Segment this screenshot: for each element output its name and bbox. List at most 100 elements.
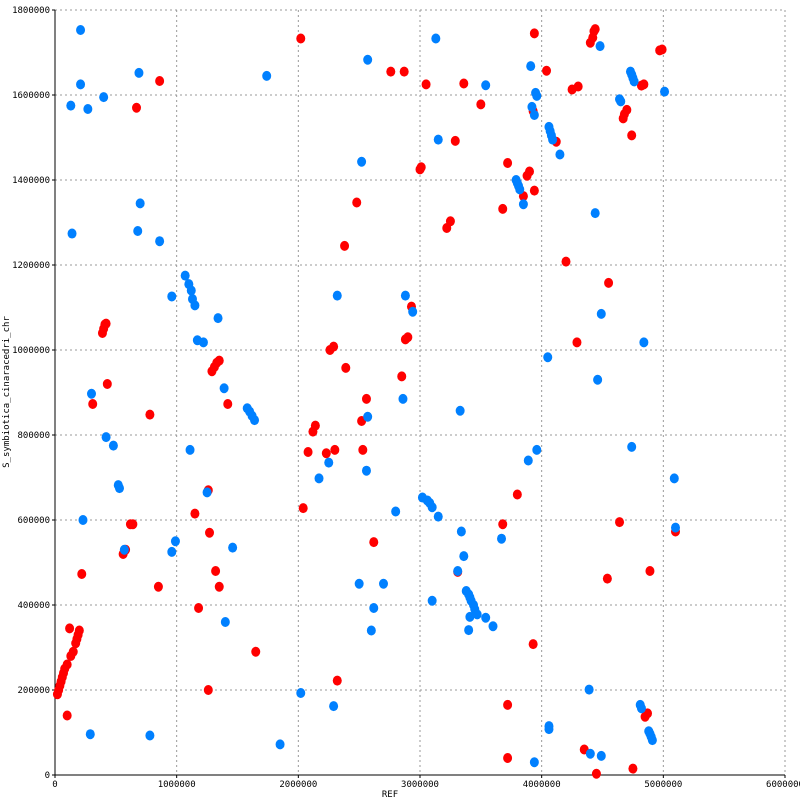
data-point xyxy=(602,573,612,584)
data-point xyxy=(220,617,230,627)
data-point xyxy=(465,611,475,622)
data-point xyxy=(369,602,379,613)
data-point xyxy=(532,90,542,101)
data-point xyxy=(329,341,339,352)
data-point xyxy=(481,612,491,623)
data-point xyxy=(275,739,285,750)
data-point xyxy=(170,536,180,547)
data-point xyxy=(363,54,373,65)
x-axis-title: REF xyxy=(382,790,398,800)
data-point xyxy=(647,735,657,746)
data-point xyxy=(561,256,571,267)
data-point xyxy=(615,517,625,528)
data-point xyxy=(251,646,261,657)
data-point xyxy=(596,750,606,761)
data-point xyxy=(476,99,486,110)
data-point xyxy=(332,290,342,301)
data-point xyxy=(398,393,408,404)
data-point xyxy=(119,544,129,555)
y-axis-title: S_symbiotica_cinaracedri_chr xyxy=(2,316,12,468)
data-point xyxy=(314,473,324,484)
data-point xyxy=(341,362,351,373)
data-point xyxy=(629,76,639,87)
data-point xyxy=(223,398,233,409)
data-point xyxy=(498,203,508,214)
data-point xyxy=(526,61,536,72)
data-point xyxy=(332,675,342,686)
data-point xyxy=(515,184,525,195)
data-point xyxy=(628,763,638,774)
data-point xyxy=(133,226,143,236)
data-point xyxy=(65,623,75,634)
data-point xyxy=(399,66,409,77)
data-point xyxy=(590,24,600,35)
data-point xyxy=(361,465,371,476)
axis-layer: 0 1000000 2000000 3000000 4000000 5000000 6000… xyxy=(12,6,800,790)
data-point xyxy=(591,768,601,779)
data-point xyxy=(645,566,655,576)
y-tick-label: 200000 xyxy=(17,686,50,696)
data-point xyxy=(408,306,418,317)
data-point xyxy=(296,33,306,44)
data-point xyxy=(543,352,553,363)
data-point xyxy=(445,216,455,227)
data-point xyxy=(604,277,614,288)
data-point xyxy=(145,730,155,741)
data-point xyxy=(128,519,138,530)
data-point xyxy=(503,158,513,168)
data-point xyxy=(636,703,646,714)
data-point xyxy=(481,80,491,91)
x-tick-label: 2000000 xyxy=(279,780,317,790)
data-point xyxy=(324,457,334,468)
data-point xyxy=(310,420,320,431)
data-point xyxy=(74,625,84,636)
data-point xyxy=(76,24,86,35)
data-point xyxy=(523,455,533,466)
data-point xyxy=(85,729,95,740)
data-point xyxy=(590,208,600,219)
data-point xyxy=(369,537,379,548)
data-point xyxy=(366,625,376,636)
x-tick-label: 5000000 xyxy=(644,780,682,790)
data-point xyxy=(397,371,407,382)
x-tick-label: 1000000 xyxy=(158,780,196,790)
x-tick-label: 4000000 xyxy=(523,780,561,790)
data-point xyxy=(498,519,508,530)
data-point xyxy=(213,313,223,324)
data-point xyxy=(205,527,215,538)
y-tick-label: 800000 xyxy=(17,431,50,441)
data-point xyxy=(622,104,632,115)
data-point xyxy=(660,86,670,97)
data-point xyxy=(358,444,368,455)
data-point xyxy=(488,621,498,632)
data-point xyxy=(321,448,331,459)
data-point xyxy=(525,166,534,177)
x-tick-label: 3000000 xyxy=(401,780,439,790)
data-point xyxy=(78,515,88,525)
grid-layer xyxy=(55,9,786,775)
data-point xyxy=(167,546,177,557)
data-point xyxy=(214,581,224,592)
data-point xyxy=(101,432,111,443)
data-point xyxy=(298,503,308,514)
data-point xyxy=(135,198,145,209)
data-point xyxy=(190,300,200,311)
data-point xyxy=(391,506,401,517)
data-point xyxy=(87,388,96,399)
data-point xyxy=(101,318,111,329)
data-point xyxy=(512,489,522,500)
data-point xyxy=(427,502,437,513)
data-point xyxy=(194,602,204,613)
data-point xyxy=(532,444,542,455)
data-point xyxy=(262,70,272,81)
data-point xyxy=(529,109,539,120)
data-point xyxy=(214,355,224,366)
data-point xyxy=(219,383,229,394)
data-point xyxy=(167,291,177,302)
data-point xyxy=(62,710,72,721)
data-point xyxy=(572,337,582,348)
data-point xyxy=(627,441,637,452)
data-point xyxy=(497,533,507,544)
